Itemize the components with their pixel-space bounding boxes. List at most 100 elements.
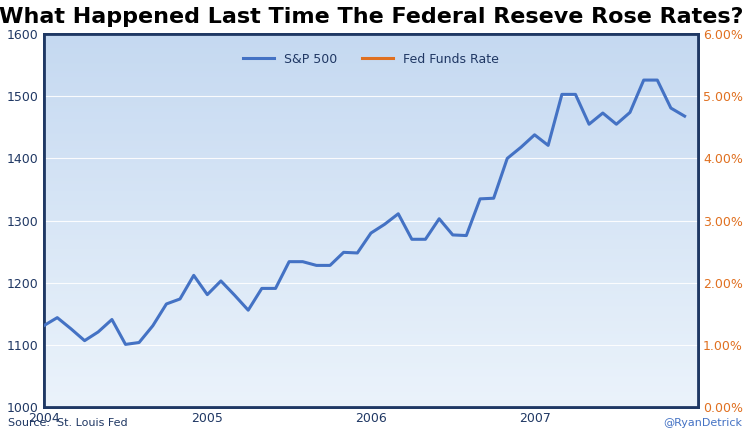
S&P 500 <box>598 111 608 116</box>
Fed Funds Rate <box>189 265 198 270</box>
Fed Funds Rate <box>557 78 566 83</box>
S&P 500 <box>557 92 566 97</box>
S&P 500 <box>271 286 280 291</box>
S&P 500 <box>530 132 539 137</box>
Fed Funds Rate <box>298 187 307 192</box>
Fed Funds Rate <box>462 78 471 83</box>
S&P 500 <box>121 342 130 347</box>
Fed Funds Rate <box>67 343 76 348</box>
Fed Funds Rate <box>421 94 430 99</box>
S&P 500 <box>217 278 226 283</box>
Legend: S&P 500, Fed Funds Rate: S&P 500, Fed Funds Rate <box>238 48 504 71</box>
S&P 500 <box>134 340 143 345</box>
Fed Funds Rate <box>94 343 103 348</box>
S&P 500 <box>626 110 634 115</box>
S&P 500 <box>326 263 334 268</box>
S&P 500 <box>517 145 526 150</box>
S&P 500 <box>448 232 458 238</box>
Fed Funds Rate <box>680 140 689 146</box>
S&P 500 <box>230 292 239 298</box>
S&P 500 <box>639 77 648 83</box>
Fed Funds Rate <box>257 218 266 223</box>
S&P 500 <box>666 105 675 111</box>
Fed Funds Rate <box>244 218 253 223</box>
Fed Funds Rate <box>326 172 334 177</box>
S&P 500 <box>67 326 76 331</box>
S&P 500 <box>257 286 266 291</box>
Fed Funds Rate <box>612 78 621 83</box>
S&P 500 <box>652 77 662 83</box>
Fed Funds Rate <box>271 203 280 208</box>
S&P 500 <box>421 237 430 242</box>
S&P 500 <box>544 143 553 148</box>
Title: What Happened Last Time The Federal Reseve Rose Rates?: What Happened Last Time The Federal Rese… <box>0 7 743 27</box>
Fed Funds Rate <box>53 343 62 348</box>
S&P 500 <box>202 292 211 297</box>
S&P 500 <box>162 302 171 307</box>
Fed Funds Rate <box>121 327 130 332</box>
S&P 500 <box>571 92 580 97</box>
Fed Funds Rate <box>380 125 389 130</box>
Fed Funds Rate <box>394 109 403 114</box>
S&P 500 <box>612 122 621 127</box>
Line: S&P 500: S&P 500 <box>44 80 685 344</box>
Fed Funds Rate <box>202 249 211 254</box>
S&P 500 <box>148 323 158 328</box>
Fed Funds Rate <box>162 296 171 301</box>
Fed Funds Rate <box>134 311 143 317</box>
Text: @RyanDetrick: @RyanDetrick <box>664 418 742 428</box>
Fed Funds Rate <box>639 109 648 114</box>
S&P 500 <box>352 251 362 256</box>
Fed Funds Rate <box>489 78 498 83</box>
S&P 500 <box>39 323 48 328</box>
Fed Funds Rate <box>666 125 675 130</box>
Fed Funds Rate <box>107 327 116 332</box>
Fed Funds Rate <box>435 94 444 99</box>
Line: Fed Funds Rate: Fed Funds Rate <box>44 81 685 345</box>
Fed Funds Rate <box>584 78 593 83</box>
Fed Funds Rate <box>312 172 321 177</box>
Fed Funds Rate <box>598 78 608 83</box>
Fed Funds Rate <box>652 125 662 130</box>
Fed Funds Rate <box>39 343 48 348</box>
S&P 500 <box>380 222 389 227</box>
S&P 500 <box>503 156 512 161</box>
S&P 500 <box>435 216 444 221</box>
Fed Funds Rate <box>571 78 580 83</box>
S&P 500 <box>94 329 103 334</box>
Fed Funds Rate <box>367 140 376 146</box>
Fed Funds Rate <box>626 109 634 114</box>
S&P 500 <box>189 273 198 278</box>
S&P 500 <box>584 122 593 127</box>
Fed Funds Rate <box>448 78 458 83</box>
Fed Funds Rate <box>217 249 226 254</box>
S&P 500 <box>312 263 321 268</box>
Fed Funds Rate <box>148 296 158 301</box>
S&P 500 <box>476 196 484 201</box>
S&P 500 <box>680 114 689 119</box>
S&P 500 <box>80 338 89 343</box>
Fed Funds Rate <box>503 78 512 83</box>
S&P 500 <box>394 211 403 216</box>
S&P 500 <box>407 237 416 242</box>
S&P 500 <box>298 259 307 264</box>
Fed Funds Rate <box>80 343 89 348</box>
Fed Funds Rate <box>339 156 348 161</box>
S&P 500 <box>244 308 253 313</box>
Fed Funds Rate <box>517 78 526 83</box>
Fed Funds Rate <box>530 78 539 83</box>
Fed Funds Rate <box>476 78 484 83</box>
Fed Funds Rate <box>407 94 416 99</box>
Fed Funds Rate <box>352 140 362 146</box>
Fed Funds Rate <box>230 234 239 239</box>
S&P 500 <box>107 317 116 322</box>
S&P 500 <box>367 230 376 235</box>
S&P 500 <box>462 233 471 238</box>
Fed Funds Rate <box>544 78 553 83</box>
Fed Funds Rate <box>284 203 293 208</box>
S&P 500 <box>53 315 62 320</box>
S&P 500 <box>339 250 348 255</box>
S&P 500 <box>284 259 293 264</box>
Fed Funds Rate <box>176 280 184 286</box>
Text: Source:  St. Louis Fed: Source: St. Louis Fed <box>8 418 127 428</box>
